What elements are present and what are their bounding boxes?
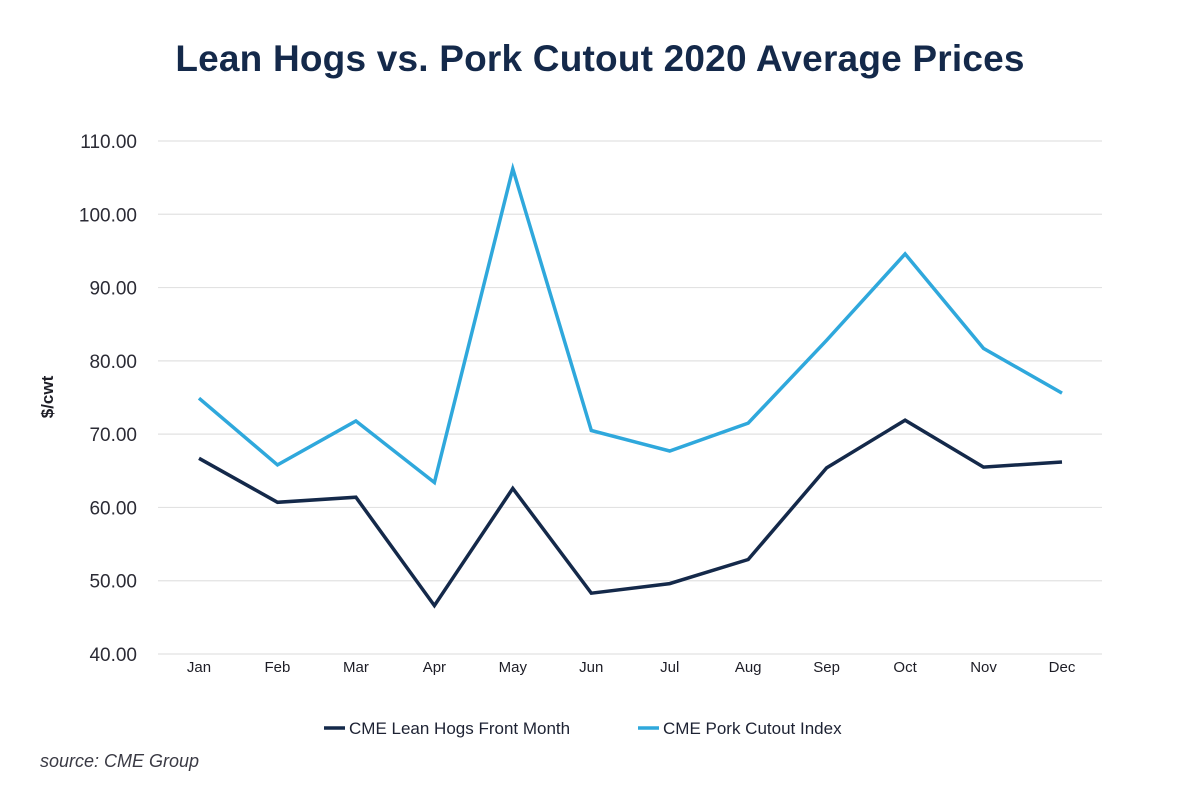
source-note: source: CME Group — [40, 751, 200, 771]
y-axis-label: $/cwt — [38, 375, 57, 418]
chart-title: Lean Hogs vs. Pork Cutout 2020 Average P… — [175, 38, 1025, 79]
legend: CME Lean Hogs Front Month CME Pork Cutou… — [324, 719, 842, 738]
x-tick-label: Feb — [265, 659, 291, 676]
y-tick-label: 100.00 — [79, 205, 137, 226]
y-tick-label: 60.00 — [89, 498, 137, 519]
x-tick-label: Nov — [970, 659, 997, 676]
x-tick-label: May — [499, 659, 528, 676]
series-line-pork-cutout — [197, 162, 1063, 486]
x-axis-ticks: Jan Feb Mar Apr May Jun Jul Aug Sep Oct Nov Dec — [187, 659, 1076, 676]
x-tick-label: Jan — [187, 659, 211, 676]
x-tick-label: Oct — [893, 659, 917, 676]
series-lines — [197, 162, 1063, 609]
y-tick-label: 40.00 — [89, 645, 137, 666]
y-tick-label: 70.00 — [89, 425, 137, 446]
legend-label-pork-cutout: CME Pork Cutout Index — [663, 719, 842, 738]
gridlines — [158, 140, 1102, 655]
y-tick-label: 90.00 — [89, 279, 137, 300]
y-axis-ticks: 40.00 50.00 60.00 70.00 80.00 90.00 100.00 110.… — [79, 132, 137, 666]
y-tick-label: 50.00 — [89, 572, 137, 593]
x-tick-label: Aug — [735, 659, 762, 676]
x-tick-label: Jul — [660, 659, 679, 676]
x-tick-label: Mar — [343, 659, 369, 676]
y-tick-label: 110.00 — [80, 132, 137, 153]
x-tick-label: Sep — [813, 659, 840, 676]
x-tick-label: Apr — [423, 659, 446, 676]
x-tick-label: Jun — [579, 659, 603, 676]
legend-label-lean-hogs: CME Lean Hogs Front Month — [349, 719, 570, 738]
x-tick-label: Dec — [1049, 659, 1076, 676]
y-tick-label: 80.00 — [89, 352, 137, 373]
series-line-lean-hogs — [198, 418, 1063, 609]
